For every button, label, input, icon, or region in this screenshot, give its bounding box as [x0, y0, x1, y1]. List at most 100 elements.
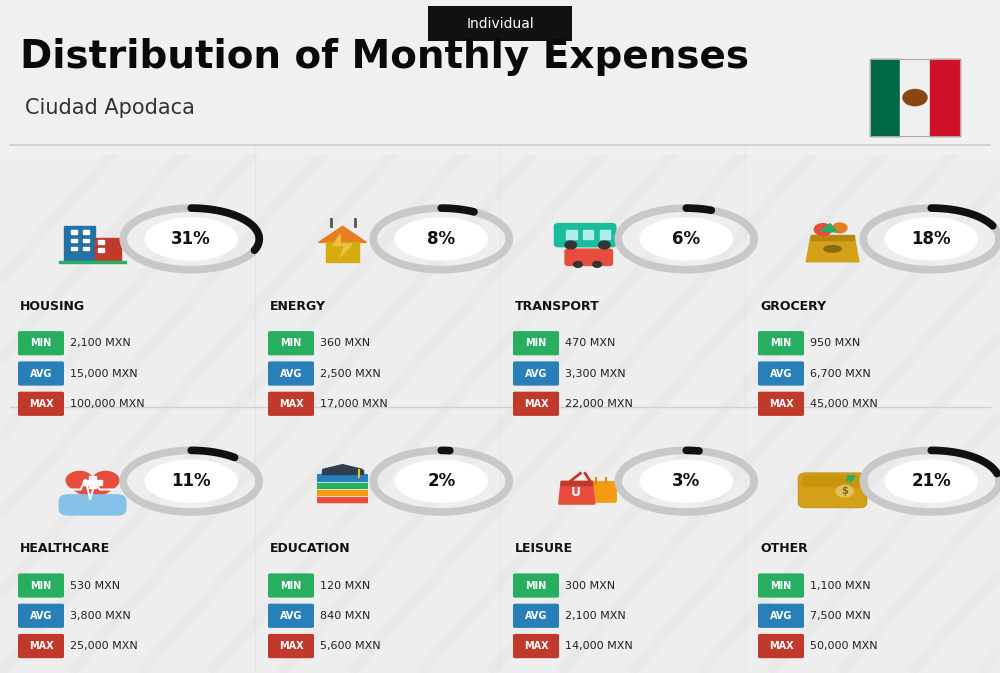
Bar [83, 238, 89, 242]
Text: MAX: MAX [29, 399, 53, 409]
Text: 50,000 MXN: 50,000 MXN [810, 641, 878, 651]
Text: Distribution of Monthly Expenses: Distribution of Monthly Expenses [20, 38, 749, 76]
Text: 45,000 MXN: 45,000 MXN [810, 399, 878, 409]
Polygon shape [824, 246, 841, 252]
Text: MAX: MAX [279, 641, 303, 651]
Text: MAX: MAX [769, 399, 793, 409]
Text: MIN: MIN [280, 339, 302, 348]
Text: 120 MXN: 120 MXN [320, 581, 370, 590]
Bar [930, 59, 960, 137]
Bar [64, 226, 95, 262]
Bar [71, 230, 77, 234]
Text: MIN: MIN [280, 581, 302, 590]
Text: 100,000 MXN: 100,000 MXN [70, 399, 145, 409]
FancyBboxPatch shape [268, 573, 314, 598]
Text: GROCERY: GROCERY [760, 299, 826, 313]
FancyBboxPatch shape [513, 392, 559, 416]
Polygon shape [395, 218, 487, 260]
FancyBboxPatch shape [268, 361, 314, 386]
Polygon shape [319, 226, 367, 242]
Bar [322, 470, 363, 474]
Bar [89, 476, 96, 488]
Text: 2%: 2% [427, 472, 455, 490]
Text: $: $ [841, 486, 848, 496]
FancyBboxPatch shape [513, 331, 559, 355]
Polygon shape [322, 464, 363, 470]
FancyBboxPatch shape [798, 473, 867, 508]
Polygon shape [806, 236, 859, 262]
Circle shape [903, 90, 927, 106]
Text: AVG: AVG [525, 369, 547, 378]
FancyBboxPatch shape [0, 0, 1000, 155]
Text: 6%: 6% [672, 230, 700, 248]
Bar [83, 230, 89, 234]
Text: ENERGY: ENERGY [270, 299, 326, 313]
Polygon shape [66, 472, 119, 503]
Bar [83, 480, 102, 485]
Text: 21%: 21% [911, 472, 951, 490]
Text: Individual: Individual [466, 17, 534, 30]
FancyBboxPatch shape [758, 604, 804, 628]
Polygon shape [145, 460, 237, 502]
Text: MIN: MIN [770, 581, 792, 590]
Text: U: U [571, 487, 581, 499]
FancyBboxPatch shape [428, 6, 572, 41]
Text: 470 MXN: 470 MXN [565, 339, 615, 348]
Text: AVG: AVG [280, 611, 302, 621]
Text: MIN: MIN [30, 581, 52, 590]
Bar [870, 59, 960, 137]
Polygon shape [640, 460, 732, 502]
Text: 11%: 11% [171, 472, 211, 490]
Bar [600, 230, 610, 239]
Bar [870, 59, 900, 137]
Bar [811, 235, 854, 240]
Text: 22,000 MXN: 22,000 MXN [565, 399, 633, 409]
Text: MIN: MIN [525, 339, 547, 348]
Polygon shape [640, 218, 732, 260]
FancyBboxPatch shape [564, 248, 613, 266]
FancyBboxPatch shape [587, 481, 617, 503]
FancyBboxPatch shape [59, 494, 127, 516]
Bar [583, 230, 593, 239]
Text: 3,300 MXN: 3,300 MXN [565, 369, 626, 378]
Text: MIN: MIN [770, 339, 792, 348]
Circle shape [833, 223, 847, 233]
Text: 2,100 MXN: 2,100 MXN [565, 611, 626, 621]
FancyBboxPatch shape [268, 634, 314, 658]
Text: 1,100 MXN: 1,100 MXN [810, 581, 871, 590]
Text: AVG: AVG [30, 369, 52, 378]
Text: 950 MXN: 950 MXN [810, 339, 860, 348]
FancyBboxPatch shape [758, 361, 804, 386]
Text: LEISURE: LEISURE [515, 542, 573, 555]
Circle shape [814, 223, 832, 236]
Bar [71, 246, 77, 250]
Bar [71, 238, 77, 242]
FancyBboxPatch shape [18, 392, 64, 416]
Text: MAX: MAX [29, 641, 53, 651]
FancyBboxPatch shape [317, 481, 369, 489]
Polygon shape [395, 460, 487, 502]
Text: 15,000 MXN: 15,000 MXN [70, 369, 138, 378]
Polygon shape [333, 234, 352, 257]
Text: TRANSPORT: TRANSPORT [515, 299, 600, 313]
FancyBboxPatch shape [758, 573, 804, 598]
FancyBboxPatch shape [268, 604, 314, 628]
Text: 14,000 MXN: 14,000 MXN [565, 641, 633, 651]
Text: Ciudad Apodaca: Ciudad Apodaca [25, 98, 195, 118]
FancyBboxPatch shape [513, 361, 559, 386]
Text: OTHER: OTHER [760, 542, 808, 555]
FancyBboxPatch shape [18, 573, 64, 598]
Text: 360 MXN: 360 MXN [320, 339, 370, 348]
Text: 300 MXN: 300 MXN [565, 581, 615, 590]
FancyBboxPatch shape [268, 331, 314, 355]
FancyBboxPatch shape [513, 604, 559, 628]
Text: 530 MXN: 530 MXN [70, 581, 120, 590]
Bar [98, 240, 104, 244]
Polygon shape [145, 218, 237, 260]
FancyBboxPatch shape [268, 392, 314, 416]
Text: 8%: 8% [427, 230, 455, 248]
Bar [95, 238, 121, 262]
Text: 6,700 MXN: 6,700 MXN [810, 369, 871, 378]
Text: 3%: 3% [672, 472, 700, 490]
FancyBboxPatch shape [758, 634, 804, 658]
